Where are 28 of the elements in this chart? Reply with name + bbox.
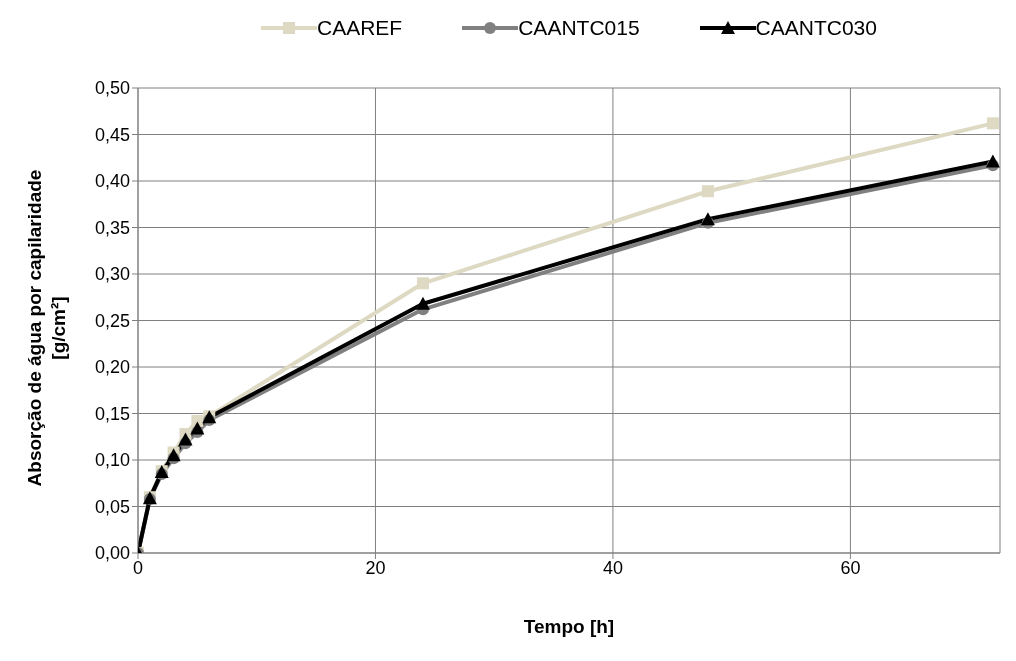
y-tick-label: 0,25 [94, 310, 130, 331]
x-axis-title: Tempo [h] [523, 616, 615, 637]
point [986, 117, 999, 130]
point [985, 154, 1000, 168]
x-tick-label: 0 [132, 557, 144, 578]
legend-label: CAAREF [317, 16, 403, 40]
point [700, 212, 715, 226]
legend-label: CAANTC015 [518, 16, 640, 40]
point [701, 185, 714, 198]
y-tick-label: 0,30 [94, 264, 130, 285]
y-tick-label: 0,05 [94, 496, 130, 517]
y-tick-label: 0,00 [94, 543, 130, 564]
y-tick-label: 0,35 [94, 217, 130, 238]
point [190, 421, 205, 435]
x-tick-label: 60 [840, 557, 861, 578]
y-tick-label: 0,40 [94, 171, 130, 192]
y-tick-label: 0,10 [94, 450, 130, 471]
x-tick-label: 40 [602, 557, 623, 578]
x-tick-label: 20 [365, 557, 386, 578]
y-tick-label: 0,45 [94, 124, 130, 145]
y-tick-label: 0,50 [94, 78, 130, 99]
point [178, 432, 193, 446]
y-axis-title: Absorção de água por capilaridade [g/cm²] [23, 169, 70, 487]
y-tick-label: 0,20 [94, 357, 130, 378]
y-tick-label: 0,15 [94, 403, 130, 424]
legend-label: CAANTC030 [755, 16, 877, 40]
point [415, 296, 430, 310]
point [416, 277, 429, 290]
